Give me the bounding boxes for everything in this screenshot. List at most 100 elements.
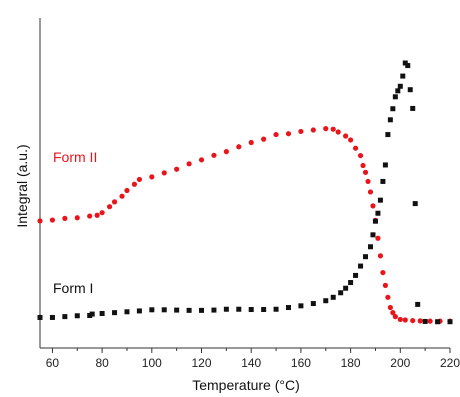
text-labels: Form II Form I Temperature (°C) Integral… [14,144,300,393]
form-i-point [358,263,364,269]
series-label-form-i: Form I [53,280,93,296]
form-i-point [385,132,391,138]
form-ii-point [106,204,113,210]
form-i-point [74,313,80,319]
form-i-point [410,105,416,111]
form-ii-point [335,129,341,135]
form-ii-point [427,318,433,324]
x-tick-label: 180 [341,356,361,370]
x-tick-label: 60 [46,356,60,370]
form-i-point [285,305,291,311]
form-ii-point [74,215,80,221]
axes: 60 80 100 120 140 160 180 200 220 [39,18,460,370]
form-i-point [422,318,428,324]
form-ii-point [375,235,381,241]
form-i-point [89,311,95,317]
form-i-point [382,162,388,168]
form-ii-point [377,253,384,259]
form-ii-point [49,217,56,223]
form-ii-point [357,152,364,159]
form-ii-point [367,189,374,195]
form-ii-point [310,127,316,133]
form-i-point [390,106,396,112]
form-ii-point [211,152,217,158]
form-i-point [62,314,68,320]
form-ii-point [348,137,354,143]
form-i-point [392,94,398,100]
form-ii-point [397,316,403,323]
form-i-point [367,244,373,250]
form-i-point [402,60,408,66]
form-i-point [395,88,401,94]
form-i-point [223,306,229,312]
form-i-point [343,285,349,291]
form-ii-point [94,212,100,218]
form-ii-point [380,269,386,276]
form-ii-point [149,174,155,180]
x-tick-label: 120 [191,356,211,370]
x-tick-label: 80 [95,356,109,370]
form-ii-point [362,169,369,175]
form-i-point [400,73,406,79]
form-ii-point [136,176,142,183]
form-ii-point [360,162,366,169]
form-ii-point [174,166,180,172]
form-ii-point [382,282,388,288]
form-ii-point [119,193,125,199]
form-i-point [186,307,192,313]
form-i-point [298,303,304,309]
x-tick-label: 100 [142,356,162,370]
form-i-point [405,63,411,69]
form-ii-point [87,213,93,219]
form-i-point [397,83,403,89]
form-ii-point [285,131,292,137]
form-i-point [387,117,393,123]
form-ii-point [236,144,242,150]
form-ii-point [62,215,68,221]
form-i-point [124,309,130,315]
x-axis-title: Temperature (°C) [192,377,300,393]
x-tick-label: 140 [241,356,261,370]
form-ii-point [410,317,416,324]
form-i-point [407,87,413,93]
form-i-point [323,298,329,304]
form-i-point [49,314,55,320]
form-i-point [112,310,118,316]
form-i-point [363,254,369,260]
form-ii-point [330,126,336,132]
form-i-point [380,178,386,184]
form-i-point [353,272,359,278]
form-ii-point [248,139,254,146]
form-ii-point [111,199,118,205]
series-label-form-ii: Form II [53,149,97,165]
series-form-i [37,60,453,325]
form-ii-point [198,157,205,163]
form-ii-point [323,126,329,132]
form-ii-point [352,145,359,151]
form-i-point [161,307,167,313]
form-i-point [261,307,267,313]
form-i-point [99,310,105,316]
x-tick-label: 160 [291,356,311,370]
form-i-point [375,210,381,216]
form-i-point [211,307,217,313]
form-i-point [447,319,453,325]
form-i-point [37,314,43,320]
form-ii-point [131,181,138,187]
form-i-point [273,306,279,312]
form-i-point [338,290,344,296]
form-i-point [348,280,354,286]
form-ii-point [37,218,43,224]
y-axis-title: Integral (a.u.) [14,144,30,227]
form-i-point [248,307,254,313]
form-ii-point [298,128,304,135]
form-i-point [310,301,316,307]
form-ii-point [124,187,130,194]
form-ii-point [417,318,423,324]
form-i-point [435,319,441,325]
form-i-point [377,197,383,203]
form-ii-point [99,210,105,216]
form-ii-point [161,170,167,176]
form-i-point [149,307,155,313]
